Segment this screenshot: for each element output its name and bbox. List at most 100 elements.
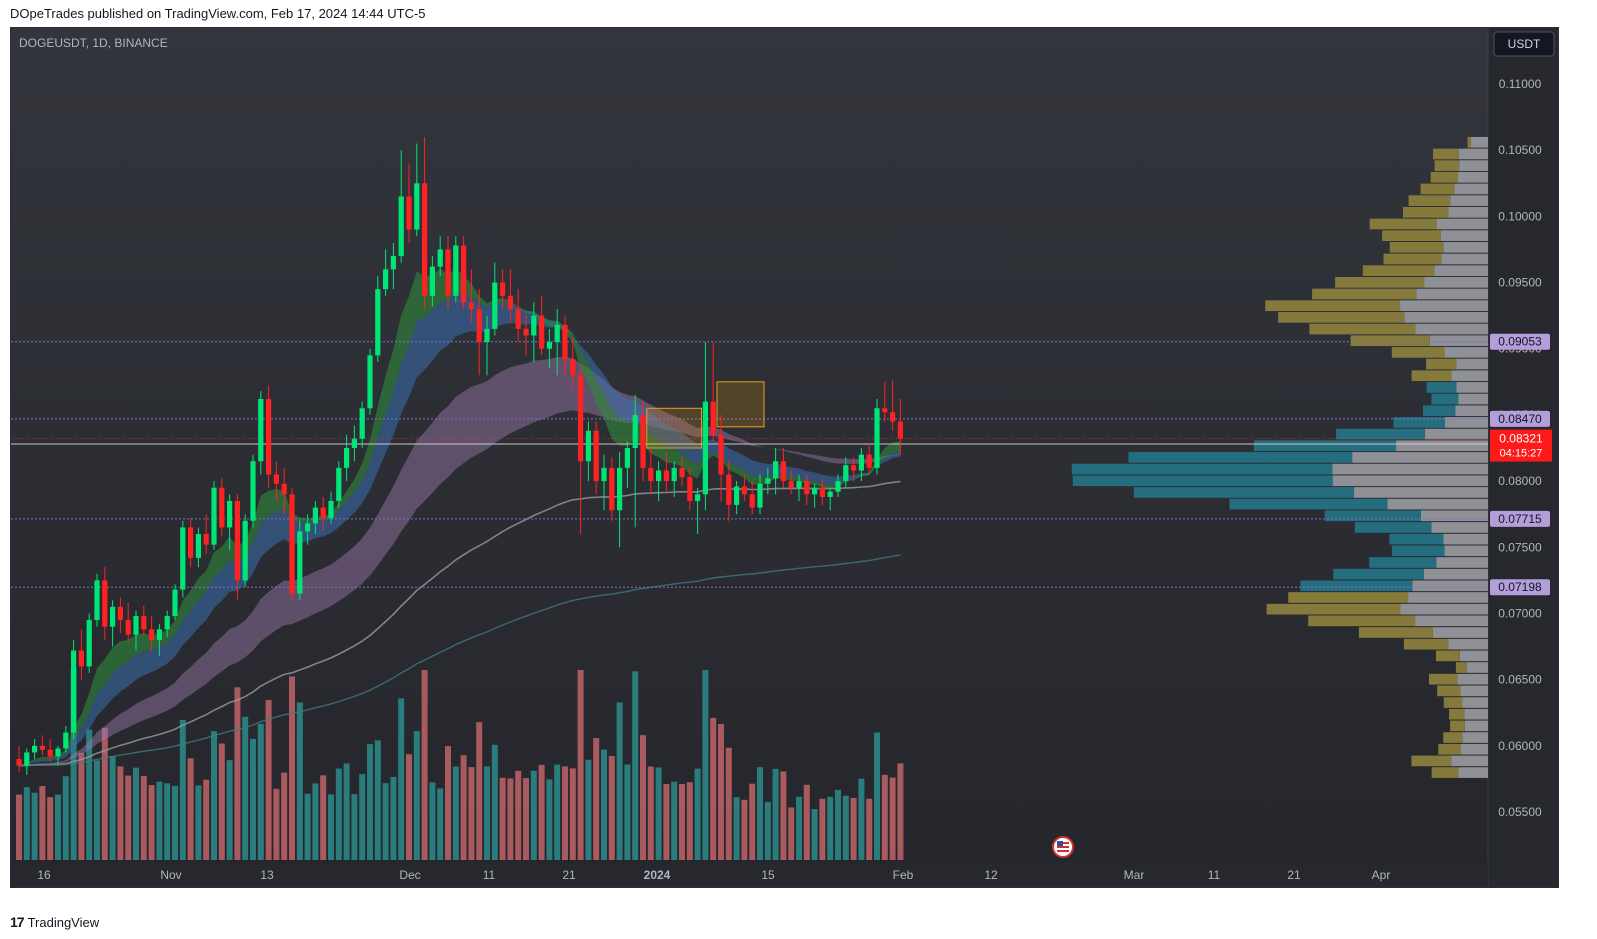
volume-profile-row-buy xyxy=(1434,160,1460,171)
volume-profile-row-buy xyxy=(1382,230,1441,241)
volume-bar xyxy=(460,755,467,860)
volume-profile-row-buy xyxy=(1309,323,1416,335)
candle-body xyxy=(219,487,225,528)
volume-bar xyxy=(445,746,451,860)
volume-bar xyxy=(491,744,498,860)
time-tick-label: 21 xyxy=(562,868,576,882)
volume-profile-row-total xyxy=(1460,685,1488,697)
volume-profile-row-buy xyxy=(1389,533,1444,545)
volume-bar xyxy=(819,798,826,860)
volume-bar xyxy=(452,766,459,860)
volume-bar xyxy=(772,768,779,860)
time-tick-label: 11 xyxy=(483,868,496,882)
price-tick-label: 0.10500 xyxy=(1498,143,1542,157)
volume-profile-row-buy xyxy=(1128,452,1353,463)
volume-profile-row-total xyxy=(1443,241,1488,253)
volume-bar xyxy=(827,796,834,860)
volume-bar xyxy=(546,779,553,860)
price-tick-label: 0.11000 xyxy=(1499,77,1542,91)
volume-bar xyxy=(62,776,69,860)
volume-bar xyxy=(23,787,30,860)
volume-profile-row-total xyxy=(1460,743,1488,755)
candle-body xyxy=(679,467,685,478)
volume-bar xyxy=(811,809,818,860)
volume-profile-row-total xyxy=(1408,592,1488,603)
volume-profile-row-total xyxy=(1458,148,1488,160)
us-flag-icon[interactable] xyxy=(1052,836,1074,858)
footer-brand: TradingView xyxy=(27,914,100,930)
volume-bar xyxy=(725,747,732,860)
volume-profile-row-total xyxy=(1457,171,1488,183)
candlestick-chart[interactable]: 0.110000.105000.100000.095000.090000.085… xyxy=(11,28,1558,887)
volume-bar xyxy=(562,766,568,860)
candle-body xyxy=(266,399,272,475)
volume-bar xyxy=(101,727,108,860)
volume-bar xyxy=(476,722,483,860)
volume-profile-row-buy xyxy=(1362,265,1435,277)
volume-bar xyxy=(647,766,654,860)
candle-body xyxy=(671,467,677,482)
volume-bar xyxy=(226,760,233,860)
candle-body xyxy=(765,478,771,484)
volume-profile-row-buy xyxy=(1408,195,1451,206)
volume-profile-row-buy xyxy=(1335,277,1425,288)
volume-bar xyxy=(577,670,584,860)
volume-profile-row-total xyxy=(1354,487,1488,498)
currency-button[interactable]: USDT xyxy=(1493,31,1555,57)
volume-profile-row-buy xyxy=(1426,382,1457,393)
candle-body xyxy=(702,401,708,495)
volume-profile-row-total xyxy=(1448,206,1488,218)
candle-body xyxy=(866,454,872,468)
candle-body xyxy=(515,309,521,329)
level-price-label: 0.08470 xyxy=(1490,410,1550,427)
candle-body xyxy=(656,470,662,482)
teal-ma-line xyxy=(18,554,901,767)
volume-bar xyxy=(757,767,763,860)
candle-body xyxy=(507,295,513,310)
volume-bar xyxy=(343,763,350,860)
volume-profile-row-buy xyxy=(1354,522,1432,533)
candle-body xyxy=(32,745,38,753)
volume-bar xyxy=(156,781,163,860)
volume-bar xyxy=(398,698,405,860)
candle-body xyxy=(328,500,334,519)
volume-bar xyxy=(195,785,202,860)
time-tick-label: Nov xyxy=(160,868,181,882)
volume-bar xyxy=(406,754,412,860)
volume-bar xyxy=(211,731,217,860)
volume-profile-row-total xyxy=(1400,300,1488,312)
volume-profile-row-total xyxy=(1400,603,1488,615)
candle-body xyxy=(539,315,545,349)
candle-body xyxy=(578,375,584,462)
candle-body xyxy=(858,454,864,471)
time-tick-label: 21 xyxy=(1287,868,1301,882)
candle-body xyxy=(710,401,716,435)
volume-bar xyxy=(203,779,210,860)
volume-profile-row-total xyxy=(1387,498,1488,510)
candle-body xyxy=(640,414,646,468)
volume-bar xyxy=(86,729,93,860)
volume-profile-row-total xyxy=(1436,557,1488,568)
volume-bar xyxy=(31,792,38,860)
volume-profile-row-buy xyxy=(1391,545,1445,557)
price-tick-label: 0.09500 xyxy=(1498,276,1542,290)
candle-body xyxy=(734,486,740,505)
chart-frame[interactable]: 0.110000.105000.100000.095000.090000.085… xyxy=(10,27,1559,888)
volume-profile-row-buy xyxy=(1336,428,1425,440)
volume-bar xyxy=(172,785,178,860)
volume-bar xyxy=(538,764,545,860)
volume-bar xyxy=(866,798,873,860)
volume-bar xyxy=(273,788,280,860)
volume-bar xyxy=(694,768,701,860)
candle-body xyxy=(336,467,342,501)
volume-bar xyxy=(304,793,311,860)
volume-profile-row-total xyxy=(1466,662,1488,673)
candle-body xyxy=(726,474,732,505)
volume-profile-row-total xyxy=(1451,755,1488,767)
volume-profile-row-buy xyxy=(1383,253,1442,265)
level-price-label: 0.07198 xyxy=(1490,579,1550,596)
volume-profile-row-total xyxy=(1420,510,1488,522)
volume-bar xyxy=(55,794,61,860)
candle-body xyxy=(414,183,420,230)
volume-profile-row-total xyxy=(1458,767,1488,778)
